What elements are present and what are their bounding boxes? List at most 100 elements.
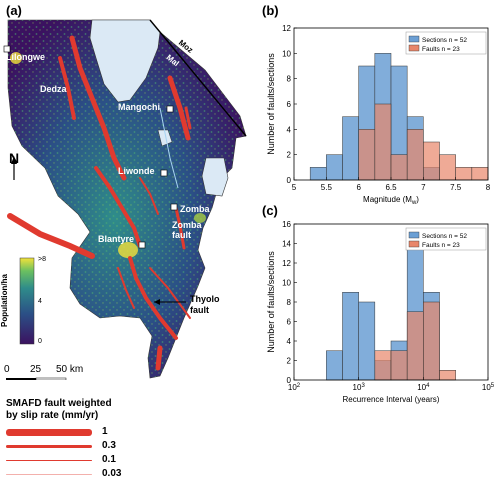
rec-legend-label: Faults n = 23 [422,242,460,249]
rec-ytick-label: 0 [287,376,292,385]
fault-legend-row: 0.1 [6,454,166,468]
fault-legend-line [6,460,92,461]
colorbar-max-label: >8 [38,256,46,263]
mag-bar-faults [439,154,456,181]
rec-bar-sections [326,350,343,381]
rec-bar-faults [439,370,456,381]
rec-ytick-label: 16 [282,220,291,229]
fault-legend-title-1: SMAFD fault weighted [6,398,112,409]
mag-ytick-label: 6 [287,100,292,109]
mag-ytick-label: 0 [287,176,292,185]
colorbar-mid-label: 4 [38,298,42,305]
rec-ytick-label: 6 [287,318,292,327]
rec-ytick-label: 10 [282,279,291,288]
mag-bar-faults [406,129,424,181]
panel-label-c: (c) [262,203,278,218]
rec-xtick-label: 104 [417,383,430,392]
mag-ytick-label: 2 [287,151,292,160]
colorbar-min-label: 0 [38,338,42,345]
place-blantyre: Blantyre [98,234,135,244]
mag-xtick-label: 7 [421,183,426,192]
fault-legend-label: 0.03 [102,468,122,479]
mag-bar-faults [471,167,489,181]
mag-legend-swatch [408,44,420,52]
label-thyolo-fault: Thyolo fault [190,294,220,315]
mag-bar-faults [423,141,440,181]
mag-xtick-label: 7.5 [450,183,462,192]
fault-legend-line [6,429,92,436]
scalebar-label-25: 25 [30,364,42,375]
rec-ytick-label: 8 [287,298,292,307]
mag-xtick-label: 8 [486,183,491,192]
mag-xlabel: Magnitude (Mw) [363,195,419,206]
rec-legend-swatch [408,231,420,239]
mag-xtick-label: 6.5 [385,183,397,192]
rec-bar-faults [374,350,392,381]
rec-ytick-label: 4 [287,337,292,346]
mag-ytick-label: 10 [282,49,291,58]
mag-xtick-label: 5 [292,183,297,192]
fault-legend-line [6,445,92,448]
faults [7,35,192,371]
fault-legend-label: 1 [102,426,108,437]
scalebar-label-50: 50 km [56,364,84,375]
panel-label-a: (a) [6,3,22,18]
rec-ytick-label: 14 [282,240,291,249]
mag-ytick-label: 12 [282,24,291,33]
mag-legend-label: Sections n = 52 [422,37,467,44]
population-fault-map [0,18,258,380]
place-lilongwe: Lilongwe [6,52,45,62]
fault-legend: SMAFD fault weighted by slip rate (mm/yr… [6,398,186,488]
mag-legend-label: Faults n = 23 [422,46,460,53]
rec-xtick-label: 103 [353,383,366,392]
rec-xtick-label: 102 [288,383,301,392]
fault-legend-title-2: by slip rate (mm/yr) [6,410,99,421]
fault-legend-label: 0.3 [102,440,116,451]
fault-legend-row: 0.03 [6,468,166,482]
scalebar-label-0: 0 [4,364,10,375]
panel-label-b: (b) [262,3,279,18]
place-mangochi: Mangochi [118,102,160,112]
place-zomba: Zomba [180,204,210,214]
rec-xtick-label: 105 [482,383,495,392]
mag-legend-box [405,31,487,55]
mag-xtick-label: 6 [356,183,361,192]
rec-ylabel: Number of faults/sections [266,251,276,353]
rec-bar-faults [406,311,424,381]
colorbar [19,257,35,345]
rec-ytick-label: 2 [287,357,292,366]
place-zomba-fault: Zomba fault [172,220,202,240]
rec-legend-label: Sections n = 52 [422,233,467,240]
mag-xtick-label: 5.5 [321,183,333,192]
rec-xlabel: Recurrence Interval (years) [343,395,440,404]
mag-bar-sections [342,116,359,181]
magnitude-histogram: 0 2 4 6 8 10 12 5 5.5 6 6.5 7 7.5 8 Magnitude (Mw) Numb… [266,24,491,206]
mag-bar-faults [358,129,376,181]
fault-legend-row: 1 [6,426,166,440]
mag-bar-faults [455,167,473,181]
mag-ylabel: Number of faults/sections [266,53,276,155]
fault-legend-row: 0.3 [6,440,166,454]
mag-bar-faults [390,154,408,181]
rec-bar-sections [358,301,376,381]
mag-legend-swatch [408,35,420,43]
place-dedza: Dedza [40,84,67,94]
fault-legend-label: 0.1 [102,454,116,465]
place-liwonde: Liwonde [118,166,155,176]
colorbar-title: Population/ha [0,274,9,327]
mag-bar-sections [326,154,343,181]
rec-legend-swatch [408,240,420,248]
rec-legend-box [405,227,487,251]
rec-bar-faults [423,301,440,381]
mag-ytick-label: 4 [287,125,292,134]
recurrence-histogram: 0 2 4 6 8 10 12 14 16 102 103 104 105 Recurrence Inte… [266,220,495,404]
rec-ytick-label: 12 [282,259,291,268]
mag-ytick-label: 8 [287,75,292,84]
north-label: N [9,150,20,166]
lake-chilwa [201,157,229,197]
mag-bar-faults [374,103,392,181]
rec-bar-faults [390,350,408,381]
rec-bar-sections [342,292,359,381]
fault-legend-line [6,474,92,475]
mag-bar-sections [309,167,327,181]
